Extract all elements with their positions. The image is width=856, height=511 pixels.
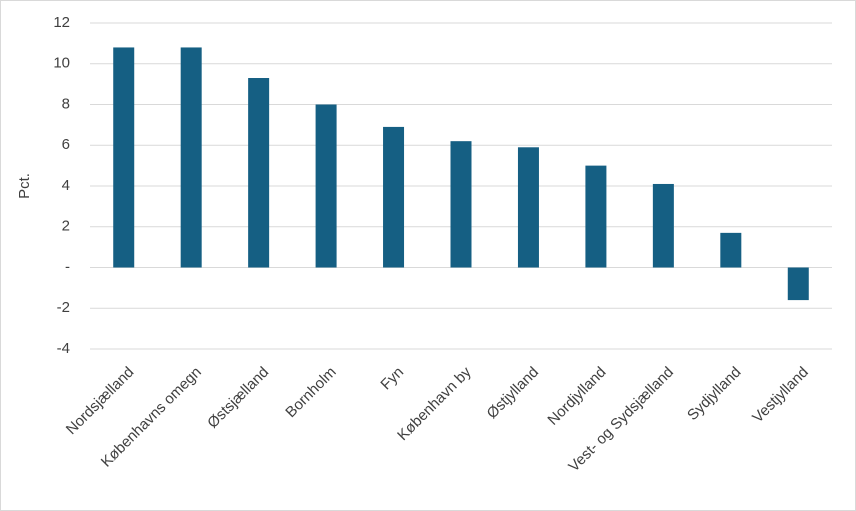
- bar: [585, 165, 607, 268]
- bar: [315, 104, 337, 268]
- y-tick-label: 4: [62, 177, 70, 194]
- bar: [720, 232, 742, 268]
- bar: [180, 47, 202, 268]
- bar: [248, 78, 270, 268]
- y-axis-label: Pct.: [16, 173, 33, 199]
- y-tick-label: -4: [57, 340, 70, 357]
- bar: [652, 183, 674, 268]
- y-tick-label: 6: [62, 136, 70, 153]
- y-tick-label: 12: [53, 14, 70, 31]
- y-tick-label: 2: [62, 218, 70, 235]
- bar: [517, 147, 539, 268]
- bar: [450, 141, 472, 268]
- bar: [383, 126, 405, 268]
- y-tick-label: 8: [62, 95, 70, 112]
- bar: [787, 267, 809, 301]
- bar: [113, 47, 135, 268]
- y-tick-label: 10: [53, 55, 70, 72]
- y-tick-label: -: [65, 258, 70, 275]
- y-tick-label: -2: [57, 299, 70, 316]
